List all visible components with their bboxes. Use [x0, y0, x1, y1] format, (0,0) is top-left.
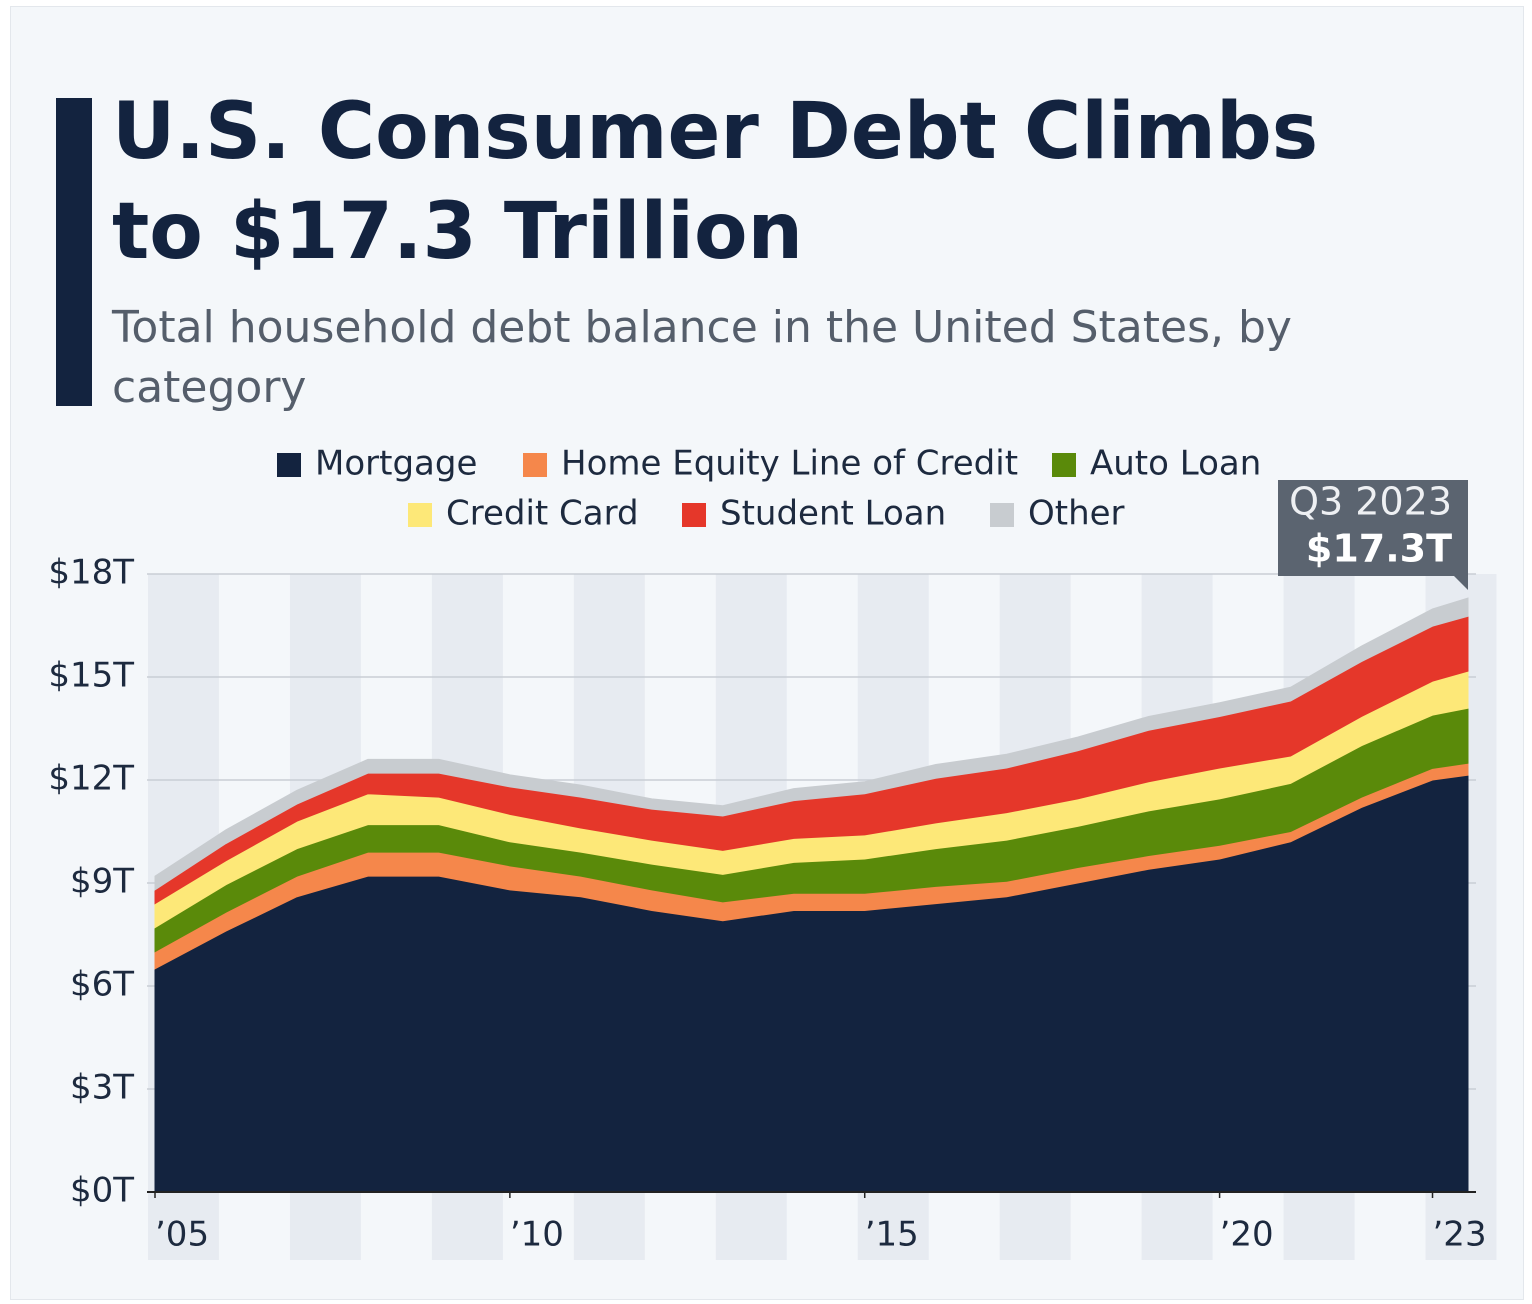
annotation-label: Q3 2023: [1289, 480, 1452, 524]
annotation-box: [1278, 480, 1468, 591]
y-tick-label: $0T: [70, 1171, 134, 1211]
legend-swatch: [523, 453, 547, 477]
x-tick-label: ’23: [1433, 1215, 1487, 1255]
legend-swatch: [1052, 453, 1076, 477]
legend-swatch: [682, 503, 706, 527]
legend-label: Other: [1028, 494, 1125, 534]
title-bar: [56, 98, 92, 406]
legend-label: Mortgage: [315, 444, 477, 484]
y-tick-label: $3T: [70, 1068, 134, 1108]
legend-swatch: [408, 503, 432, 527]
x-tick-label: ’15: [865, 1215, 919, 1255]
legend-label: Student Loan: [720, 494, 946, 534]
y-tick-label: $6T: [70, 965, 134, 1005]
legend-label: Home Equity Line of Credit: [561, 444, 1018, 484]
y-tick-label: $15T: [48, 656, 134, 696]
chart-subtitle: Total household debt balance in the Unit…: [112, 302, 1292, 413]
area: [154, 597, 1469, 891]
legend-label: Auto Loan: [1090, 444, 1261, 484]
annotation-value: $17.3T: [1306, 527, 1452, 571]
legend-swatch: [277, 453, 301, 477]
legend-swatch: [990, 503, 1014, 527]
x-tick-label: ’10: [510, 1215, 564, 1255]
y-tick-label: $18T: [48, 553, 134, 593]
x-tick-label: ’20: [1220, 1215, 1274, 1255]
legend-label: Credit Card: [446, 494, 639, 534]
y-tick-label: $12T: [48, 759, 134, 799]
y-tick-label: $9T: [70, 862, 134, 902]
chart-title: U.S. Consumer Debt Climbs to $17.3 Trill…: [112, 87, 1319, 277]
x-tick-label: ’05: [155, 1215, 209, 1255]
